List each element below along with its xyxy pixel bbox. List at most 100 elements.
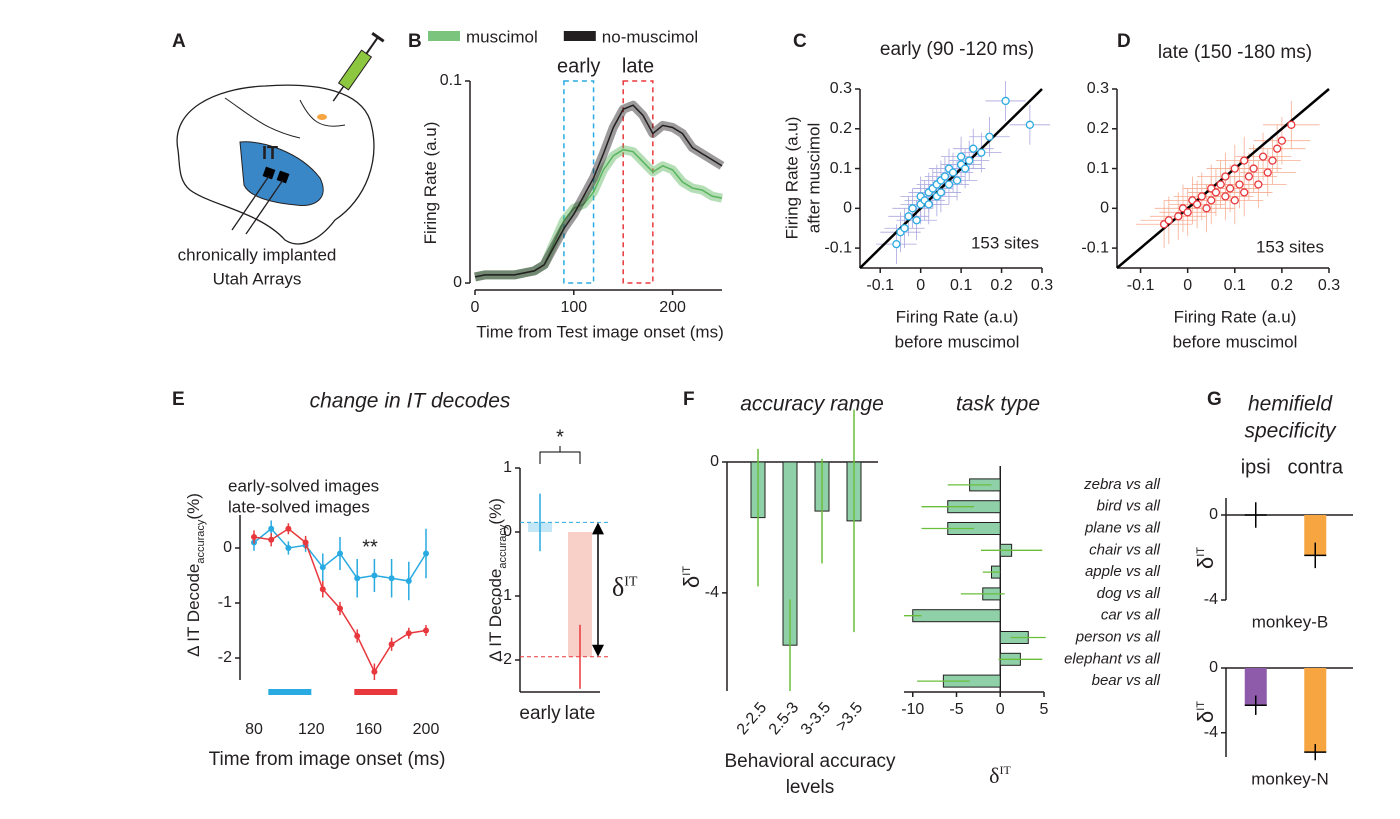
annotation: monkey-B — [1252, 612, 1329, 631]
point — [965, 156, 974, 165]
y-tick-label: 0 — [1100, 200, 1109, 217]
panel-letter: E — [172, 389, 185, 410]
y-tick-label: -0.1 — [1081, 239, 1109, 256]
x-tick-label: 3-3.5 — [798, 699, 835, 738]
y-axis-label: Δ IT Decodeaccuracy(%) — [486, 498, 508, 662]
point — [940, 172, 950, 181]
y-tick-label: 0.2 — [830, 120, 852, 137]
point — [1221, 172, 1230, 181]
chart-title: late (150 -180 ms) — [1158, 42, 1312, 63]
y-tick-label: chair vs all — [1089, 541, 1161, 558]
point — [1207, 196, 1216, 205]
chart-title: early (90 -120 ms) — [880, 39, 1034, 60]
annotation: * — [556, 426, 564, 448]
y-tick-label: 0.1 — [830, 160, 852, 177]
legend-label: muscimol — [466, 27, 538, 46]
y-tick-label: -4 — [705, 584, 719, 601]
point — [1240, 156, 1249, 165]
bar — [1304, 515, 1327, 556]
x-tick-label: 200 — [659, 299, 686, 316]
point — [1258, 152, 1268, 161]
legend-swatch — [428, 31, 460, 41]
x-tick-label: -0.1 — [866, 277, 894, 294]
injection-site — [317, 114, 327, 120]
y-tick-label: 0.1 — [440, 72, 462, 89]
x-tick-label: -5 — [949, 701, 963, 718]
panel-letter: G — [1207, 389, 1222, 410]
y-tick-label: 0.2 — [1087, 120, 1109, 137]
legend-label: early-solved images — [228, 476, 379, 495]
point — [908, 204, 917, 213]
point — [1164, 216, 1173, 225]
chart-title: specificity — [1244, 420, 1337, 443]
x-axis-label: before muscimol — [895, 332, 1020, 351]
y-tick-label: -2 — [218, 649, 232, 666]
x-tick-label: >3.5 — [833, 699, 866, 734]
x-tick-label: 0 — [1183, 277, 1192, 294]
label-part: IT — [1195, 701, 1207, 711]
legend-label: contra — [1287, 456, 1343, 478]
caption: Utah Arrays — [213, 269, 302, 288]
point — [1263, 168, 1272, 177]
panel-letter: B — [408, 31, 422, 52]
y-tick-label: -2 — [498, 651, 512, 668]
point — [1254, 180, 1263, 189]
label-part: Firing Rate (a.u) — [421, 122, 440, 245]
label-part: IT — [1195, 547, 1207, 557]
legend-label: no-muscimol — [602, 27, 698, 46]
point — [892, 239, 901, 249]
point — [900, 224, 909, 233]
label-part: IT — [681, 566, 693, 576]
x-tick-label: 2.5-3 — [766, 699, 803, 738]
point — [1249, 164, 1258, 173]
y-tick-label: 0 — [1209, 506, 1218, 523]
line — [253, 527, 427, 582]
x-tick-label: 0.2 — [990, 277, 1012, 294]
annotation: 153 sites — [1256, 237, 1324, 256]
bar — [1304, 668, 1327, 753]
window-label: early — [557, 55, 600, 77]
bar — [912, 609, 1001, 623]
x-tick-label: 0.2 — [1271, 277, 1293, 294]
significance-bracket — [539, 446, 581, 464]
y-axis-label: after muscimol — [804, 123, 823, 234]
y-tick-label: bird vs all — [1097, 498, 1161, 515]
point — [936, 188, 946, 197]
y-axis-label: Firing Rate (a.u) — [782, 117, 801, 240]
point — [1202, 204, 1211, 213]
point — [1277, 136, 1287, 145]
panel-letter: A — [172, 31, 186, 52]
x-tick-label: 200 — [413, 721, 440, 738]
y-axis-label: Δ IT Decodeaccuracy(%) — [184, 493, 206, 657]
x-tick-label: 0.3 — [1031, 277, 1053, 294]
point — [1211, 188, 1221, 197]
label-part: δ — [989, 763, 999, 788]
point — [1225, 184, 1235, 193]
point — [1230, 164, 1239, 173]
y-axis-label: Firing Rate (a.u) — [421, 122, 440, 245]
label-part: δ — [1193, 711, 1218, 723]
time-window — [622, 80, 654, 284]
point — [961, 164, 970, 173]
point — [1025, 120, 1035, 129]
label-part: IT — [1000, 763, 1012, 777]
y-tick-label: 0.3 — [1087, 80, 1109, 97]
point — [948, 168, 958, 177]
x-axis-label: Time from Test image onset (ms) — [476, 322, 724, 341]
panel-letter: D — [1117, 31, 1131, 52]
point — [1183, 208, 1192, 217]
x-axis-label: Firing Rate (a.u) — [1174, 307, 1297, 326]
y-tick-label: -0.1 — [824, 239, 852, 256]
y-axis-label: δIT — [679, 566, 704, 588]
label-part: accuracy — [195, 519, 207, 564]
label-part: (%) — [184, 493, 203, 519]
y-tick-label: dog vs all — [1097, 585, 1161, 602]
chart-title: change in IT decodes — [310, 390, 511, 413]
identity-line — [859, 88, 1043, 269]
point — [956, 152, 966, 161]
window-label: late — [622, 55, 654, 77]
y-tick-label: 0.1 — [1087, 160, 1109, 177]
array — [262, 166, 276, 180]
label-part: IT — [624, 574, 638, 589]
